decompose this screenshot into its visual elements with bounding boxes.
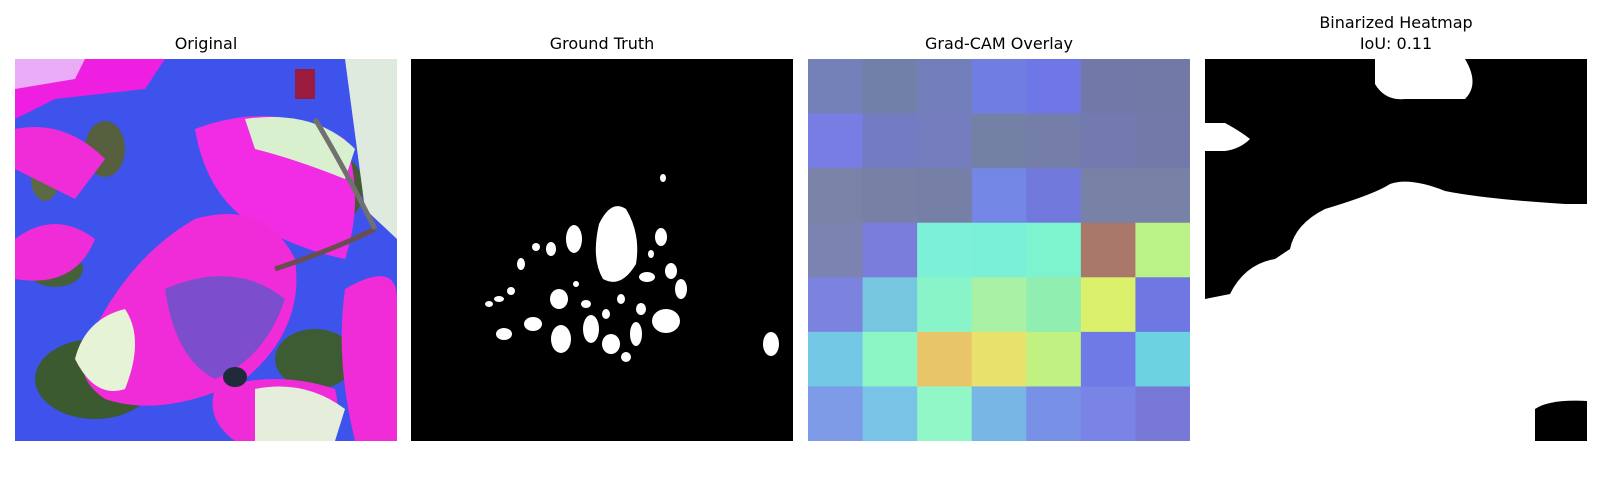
gradcam-cell xyxy=(1135,59,1190,114)
gradcam-cell xyxy=(1135,114,1190,169)
gradcam-cell xyxy=(1026,114,1081,169)
gradcam-cell xyxy=(1026,277,1081,332)
gradcam-cell xyxy=(1026,332,1081,387)
gradcam-cell xyxy=(808,386,863,441)
panel-subtitle-iou: IoU: 0.11 xyxy=(1205,34,1587,54)
gradcam-cell xyxy=(1026,386,1081,441)
panel-title-binarized-heatmap: Binarized Heatmap xyxy=(1205,13,1587,33)
gradcam-cell xyxy=(917,332,972,387)
gradcam-cell xyxy=(808,59,863,114)
gradcam-cell xyxy=(1135,223,1190,278)
gradcam-cell xyxy=(863,168,918,223)
gradcam-cell xyxy=(917,386,972,441)
gradcam-cell xyxy=(1026,59,1081,114)
gradcam-cell xyxy=(1081,168,1136,223)
panel-title-gradcam-overlay: Grad-CAM Overlay xyxy=(808,34,1190,54)
gradcam-cell xyxy=(1135,277,1190,332)
gradcam-cell xyxy=(972,277,1027,332)
gradcam-cell xyxy=(1135,386,1190,441)
gradcam-cell xyxy=(808,332,863,387)
gradcam-cell xyxy=(1135,332,1190,387)
gradcam-cell xyxy=(808,277,863,332)
gradcam-cell xyxy=(863,332,918,387)
gradcam-cell xyxy=(863,114,918,169)
gradcam-cell xyxy=(1081,332,1136,387)
gradcam-cell xyxy=(917,277,972,332)
panel-title-original: Original xyxy=(15,34,397,54)
ground-truth-mask xyxy=(411,59,793,441)
gradcam-cell xyxy=(808,114,863,169)
original-image xyxy=(15,59,397,441)
gradcam-cell xyxy=(863,223,918,278)
gradcam-cell xyxy=(917,223,972,278)
gradcam-cell xyxy=(1026,223,1081,278)
gradcam-cell xyxy=(863,59,918,114)
gradcam-cell xyxy=(972,223,1027,278)
gradcam-cell xyxy=(972,332,1027,387)
gradcam-cell xyxy=(1081,277,1136,332)
binarized-heatmap xyxy=(1205,59,1587,441)
gradcam-cell xyxy=(808,223,863,278)
gradcam-cell xyxy=(917,114,972,169)
gradcam-cell xyxy=(972,59,1027,114)
gradcam-cell xyxy=(1135,168,1190,223)
gradcam-cell xyxy=(863,386,918,441)
gradcam-cell xyxy=(808,168,863,223)
gradcam-cell xyxy=(1081,223,1136,278)
gradcam-cell xyxy=(917,59,972,114)
gradcam-cell xyxy=(917,168,972,223)
gradcam-cell xyxy=(972,168,1027,223)
gradcam-overlay xyxy=(808,59,1190,441)
gradcam-cell xyxy=(1081,59,1136,114)
gradcam-cell xyxy=(972,114,1027,169)
panel-title-ground-truth: Ground Truth xyxy=(411,34,793,54)
gradcam-cell xyxy=(972,386,1027,441)
gradcam-cell xyxy=(1026,168,1081,223)
gradcam-cell xyxy=(863,277,918,332)
gradcam-cell xyxy=(1081,386,1136,441)
gradcam-cell xyxy=(1081,114,1136,169)
